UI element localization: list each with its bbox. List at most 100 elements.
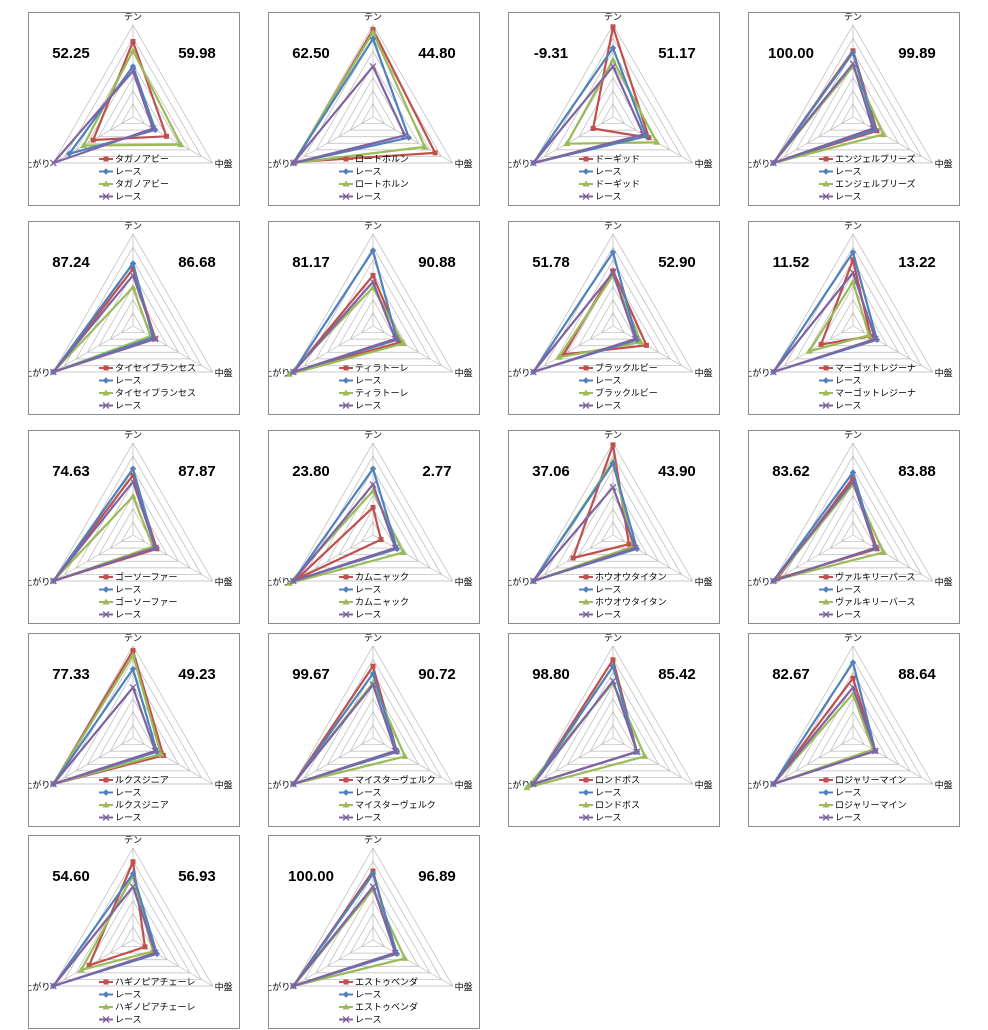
radar-point — [129, 260, 137, 267]
axis-label: 中盤 — [935, 576, 953, 588]
radar-grid-ring — [829, 90, 877, 131]
radar-series — [49, 271, 159, 376]
legend-marker — [342, 402, 350, 409]
radar-point — [609, 677, 617, 685]
axis-label: 上がり — [269, 576, 290, 588]
radar-point — [77, 966, 85, 973]
radar-spoke — [773, 325, 854, 373]
radar-point — [561, 352, 567, 358]
legend-entry: ロジャリーマイン — [835, 776, 907, 786]
radar-series-line — [772, 686, 877, 786]
legend-marker — [582, 402, 590, 409]
radar-series — [285, 283, 407, 377]
radar-point — [563, 140, 571, 147]
radar-grid-ring — [772, 442, 934, 582]
axis-label: テン — [124, 13, 142, 23]
axis-label: 中盤 — [935, 367, 953, 379]
radar-grid-ring — [121, 724, 145, 745]
radar-point — [130, 39, 136, 45]
radar-point — [66, 150, 73, 157]
axis-label: テン — [124, 836, 142, 846]
radar-point — [609, 269, 617, 277]
axis-label: 中盤 — [455, 158, 473, 170]
legend-marker — [342, 193, 350, 200]
radar-point — [849, 269, 857, 277]
radar-point — [849, 249, 857, 256]
radar-spoke — [612, 737, 693, 785]
radar-grid-ring — [772, 233, 934, 373]
radar-point — [401, 131, 409, 139]
legend-marker — [102, 814, 110, 821]
radar-series-line — [532, 665, 639, 786]
axis-label: テン — [844, 634, 862, 644]
radar-grid-ring — [52, 645, 214, 785]
legend-marker — [342, 586, 350, 593]
radar-point — [610, 657, 616, 663]
left-value: 51.78 — [532, 254, 570, 271]
radar-series-line — [52, 274, 157, 374]
legend-marker — [822, 377, 830, 384]
radar-point — [631, 335, 639, 343]
radar-point — [401, 954, 409, 961]
radar-grid-ring — [52, 847, 214, 987]
radar-point — [130, 472, 136, 478]
legend-entry: レース — [355, 586, 382, 596]
radar-spoke — [132, 325, 213, 373]
radar-point — [289, 780, 297, 788]
right-value: 52.90 — [658, 254, 696, 271]
legend-marker — [342, 598, 350, 605]
radar-point — [129, 883, 137, 891]
radar-point — [130, 648, 136, 654]
axis-label: 上がり — [29, 158, 50, 170]
radar-point — [609, 460, 617, 467]
legend-marker — [823, 574, 829, 580]
left-value: 82.67 — [772, 666, 810, 683]
legend-entry: ゴーソーファー — [115, 596, 177, 608]
radar-point — [285, 370, 293, 377]
radar-series-line — [52, 686, 157, 786]
axis-label: 中盤 — [695, 367, 713, 379]
left-value: -9.31 — [534, 45, 568, 62]
legend-entry: ルクスジニア — [115, 775, 169, 786]
radar-grid-ring — [772, 24, 934, 164]
radar-point — [157, 750, 165, 757]
legend-entry: レース — [115, 193, 142, 203]
radar-series-line — [52, 69, 155, 165]
radar-point — [151, 544, 159, 552]
axis-label: 上がり — [749, 158, 770, 170]
axis-label: テン — [124, 431, 142, 441]
radar-series — [769, 60, 877, 167]
radar-grid-ring — [349, 299, 397, 340]
radar-series — [529, 483, 639, 585]
radar-series — [49, 683, 159, 788]
radar-series-line — [772, 271, 877, 374]
legend-entry: ヴァルキリーバース — [835, 596, 915, 608]
right-value: 87.87 — [178, 463, 216, 480]
radar-grid-ring — [601, 724, 625, 745]
legend-entry: レース — [355, 789, 382, 799]
radar-grid-ring — [566, 481, 660, 562]
legend-entry: レース — [355, 377, 382, 387]
radar-point — [849, 478, 857, 486]
radar-point — [129, 47, 137, 54]
radar-point — [369, 62, 377, 70]
radar-point — [391, 544, 399, 552]
radar-point — [369, 681, 377, 689]
radar-grid-ring — [349, 90, 397, 131]
legend-entry: エンジェルブリーズ — [835, 153, 916, 165]
legend-entry: レース — [835, 789, 862, 799]
axis-label: テン — [604, 13, 622, 23]
legend-entry: レース — [835, 611, 862, 621]
legend-entry: ロートホルン — [355, 179, 409, 190]
legend-marker — [822, 814, 830, 821]
legend-entry: レース — [115, 1016, 142, 1026]
radar-grid-ring — [829, 711, 877, 752]
radar-series-line — [292, 683, 397, 786]
radar-point — [129, 683, 137, 691]
